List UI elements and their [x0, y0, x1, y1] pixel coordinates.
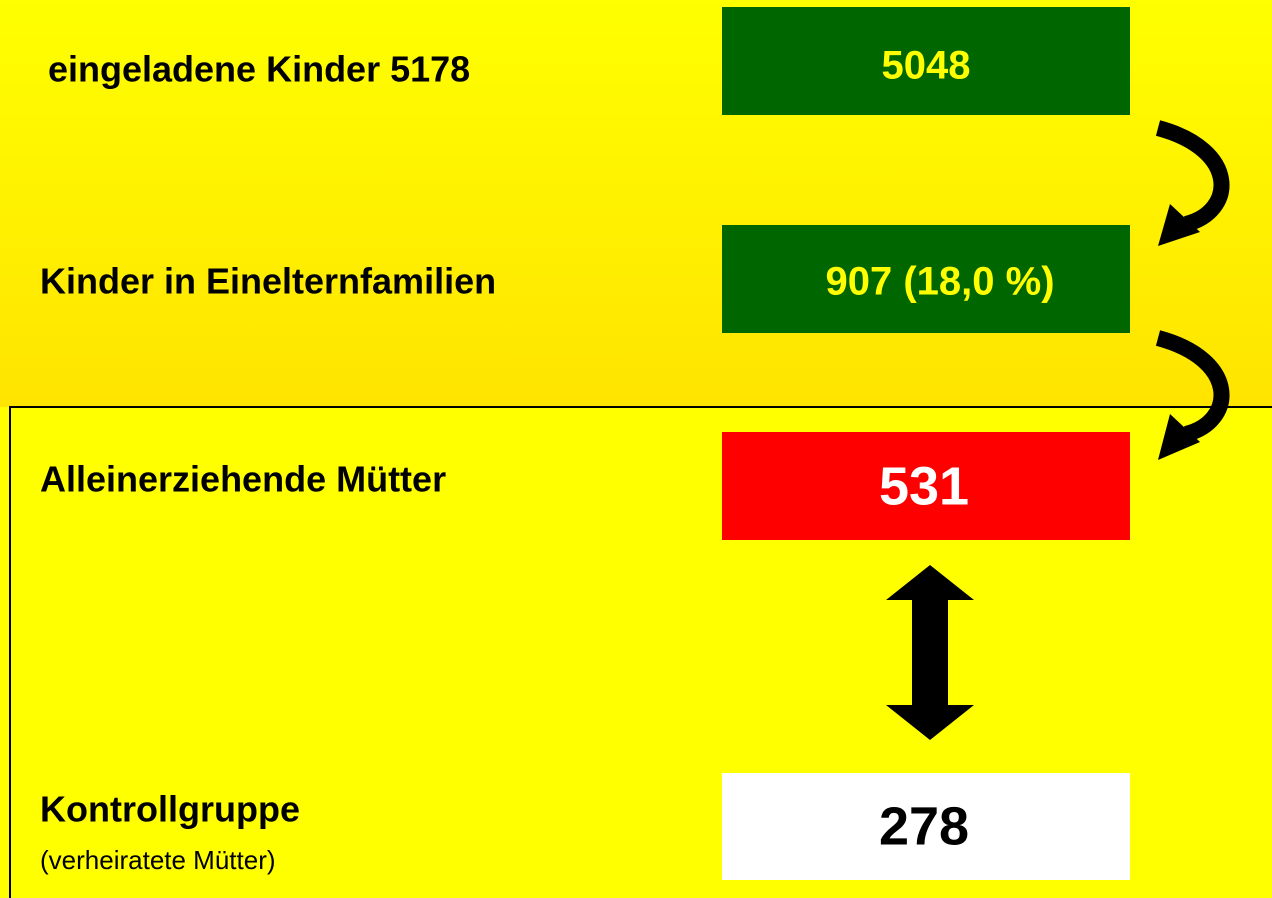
step-label: Kontrollgruppe — [40, 789, 300, 830]
double-arrow — [886, 565, 974, 740]
step-value: 907 (18,0 %) — [825, 260, 1054, 304]
step-note: (verheiratete Mütter) — [40, 845, 276, 875]
box-green — [722, 225, 1130, 333]
box-red — [722, 432, 1130, 540]
step-value: 531 — [879, 456, 969, 516]
box-white — [722, 773, 1130, 880]
step-label: Alleinerziehende Mütter — [40, 459, 446, 500]
step-value: 5048 — [882, 44, 971, 88]
curved-arrow — [1155, 330, 1230, 460]
step-value: 278 — [879, 796, 969, 856]
box-green — [722, 7, 1130, 115]
curved-arrow — [1155, 120, 1230, 246]
step-label: eingeladene Kinder 5178 — [48, 49, 470, 90]
step-label: Kinder in Einelternfamilien — [40, 261, 496, 302]
